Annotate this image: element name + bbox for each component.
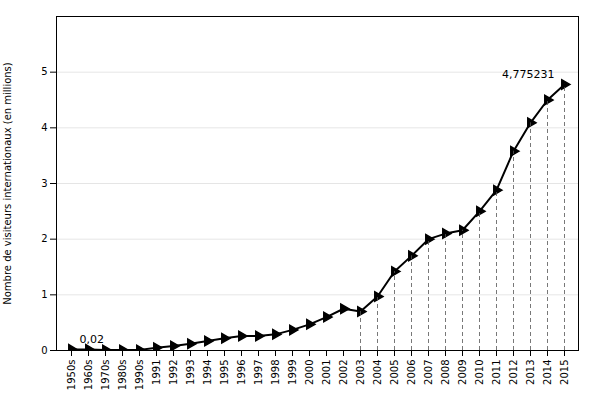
svg-text:1991: 1991 (151, 360, 162, 385)
svg-text:1: 1 (41, 289, 47, 300)
svg-text:1997: 1997 (253, 360, 264, 385)
svg-text:2009: 2009 (457, 360, 468, 385)
svg-text:3: 3 (41, 178, 47, 189)
svg-text:2013: 2013 (525, 360, 536, 385)
svg-text:2005: 2005 (389, 360, 400, 385)
svg-text:2014: 2014 (542, 360, 553, 385)
svg-text:1970s: 1970s (100, 360, 111, 391)
svg-text:2006: 2006 (406, 360, 417, 385)
svg-text:1995: 1995 (219, 360, 230, 385)
svg-text:1998: 1998 (270, 360, 281, 385)
svg-text:2000: 2000 (304, 360, 315, 385)
svg-text:2003: 2003 (355, 360, 366, 385)
svg-text:1996: 1996 (236, 360, 247, 385)
svg-text:0,02: 0,02 (80, 333, 105, 346)
svg-text:1993: 1993 (185, 360, 196, 385)
svg-text:1950s: 1950s (66, 360, 77, 391)
svg-text:1990s: 1990s (134, 360, 145, 391)
svg-text:1999: 1999 (287, 360, 298, 385)
svg-text:2001: 2001 (321, 360, 332, 385)
svg-text:1980s: 1980s (117, 360, 128, 391)
svg-text:5: 5 (41, 66, 47, 77)
svg-text:2011: 2011 (491, 360, 502, 385)
svg-text:2010: 2010 (474, 360, 485, 385)
svg-text:Nombre de visiteurs internatio: Nombre de visiteurs internationaux (en m… (2, 62, 13, 305)
svg-text:2012: 2012 (508, 360, 519, 385)
svg-text:2007: 2007 (423, 360, 434, 385)
svg-text:1960s: 1960s (83, 360, 94, 391)
svg-text:2008: 2008 (440, 360, 451, 385)
svg-text:4,775231: 4,775231 (502, 68, 555, 81)
svg-text:2004: 2004 (372, 360, 383, 385)
svg-text:1994: 1994 (202, 360, 213, 385)
svg-text:2015: 2015 (559, 360, 570, 385)
svg-text:2: 2 (41, 233, 47, 244)
svg-text:2002: 2002 (338, 360, 349, 385)
svg-text:1992: 1992 (168, 360, 179, 385)
svg-text:0: 0 (41, 345, 47, 356)
svg-text:4: 4 (41, 122, 47, 133)
